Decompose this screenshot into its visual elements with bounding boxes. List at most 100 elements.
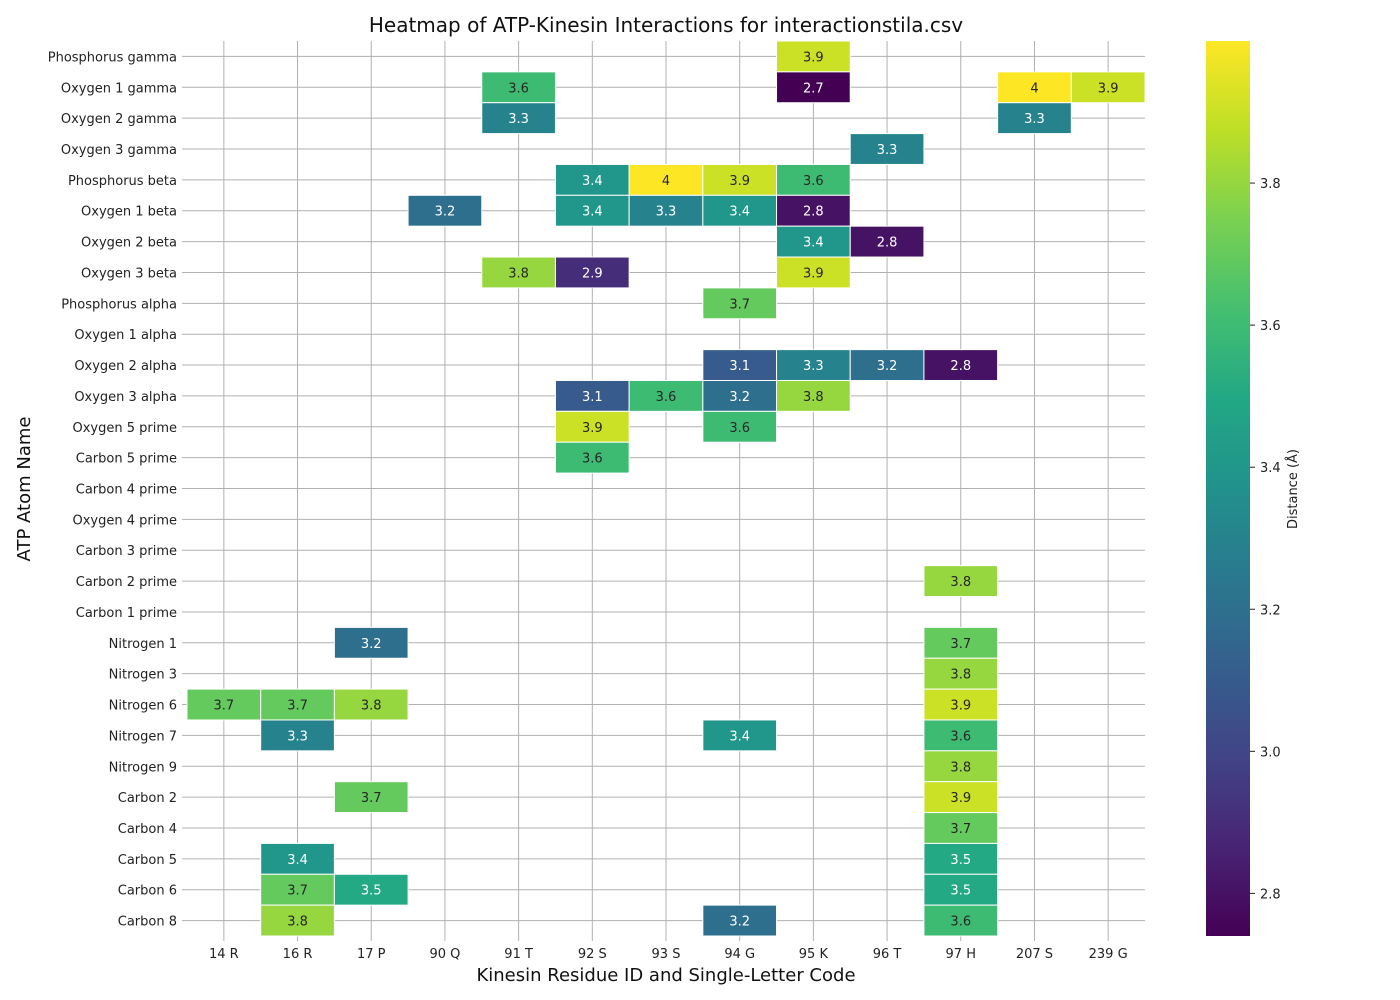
heatmap-cell: 3.9 [923,688,999,721]
cell-rect [554,256,630,289]
cell-rect [923,688,999,721]
cell-value-label: 3.5 [950,853,971,868]
heatmap-cell: 3.4 [776,225,851,258]
cell-value-label: 3.3 [1024,112,1045,127]
cell-value-label: 3.3 [803,359,824,374]
cell-value-label: 3.1 [729,359,750,374]
heatmap-cell: 2.8 [776,194,851,227]
cell-rect [923,904,999,937]
cell-value-label: 3.8 [287,915,308,930]
cell-value-label: 3.8 [508,266,529,281]
colorbar-gradient [1206,41,1250,936]
y-tick-label: Nitrogen 7 [109,729,177,744]
y-tick-label: Oxygen 5 prime [72,421,177,436]
heatmap-cell: 3.9 [702,163,778,196]
heatmap-cell: 3.4 [702,194,778,227]
colorbar-tick-label: 3.4 [1260,461,1281,476]
heatmap-cell: 3.7 [923,626,999,659]
cell-rect [407,194,483,227]
cell-value-label: 3.3 [656,205,677,220]
heatmap-cell: 3.7 [260,873,335,906]
y-tick-label: Nitrogen 6 [109,699,177,714]
cell-value-label: 3.7 [950,637,971,652]
heatmap-cell: 3.4 [702,719,778,752]
cell-value-label: 3.2 [729,915,750,930]
cell-value-label: 3.2 [877,359,898,374]
x-tick-label: 16 R [283,947,313,962]
heatmap-cell: 3.6 [923,904,999,937]
heatmap-cell: 3.2 [849,349,925,381]
y-tick-label: Oxygen 2 alpha [74,359,177,374]
y-tick-label: Carbon 2 prime [76,575,177,590]
heatmap-cell: 3.6 [481,71,556,104]
cell-value-label: 3.7 [950,822,971,837]
heatmap-cell: 3.6 [554,441,630,474]
heatmap-cell: 3.5 [923,873,999,906]
heatmap-cell: 3.3 [481,102,556,135]
cell-rect [923,626,999,659]
colorbar-tick-label: 3.6 [1260,319,1281,334]
cell-value-label: 3.9 [950,791,971,806]
cell-value-label: 3.8 [950,668,971,683]
heatmap-cell: 2.7 [776,71,851,104]
x-tick-label: 94 G [724,947,755,962]
y-tick-label: Phosphorus alpha [61,297,177,312]
cell-rect [260,719,335,752]
cell-value-label: 2.9 [582,266,603,281]
y-tick-label: Carbon 4 [118,822,177,837]
colorbar-label: Distance (Å) [1285,449,1301,529]
y-tick-label: Carbon 5 prime [76,452,177,467]
heatmap-cell: 3.6 [776,163,851,196]
cell-value-label: 3.2 [361,637,382,652]
heatmap-cell: 3.4 [554,163,630,196]
heatmap-cell: 3.7 [333,781,409,814]
cell-rect [776,194,851,227]
x-tick-label: 239 G [1089,947,1128,962]
y-axis-label: ATP Atom Name [14,417,35,562]
cell-value-label: 3.9 [803,266,824,281]
x-tick-label: 95 K [799,947,829,962]
y-tick-label: Oxygen 1 beta [81,205,177,220]
cell-rect [554,194,630,227]
y-tick-label: Nitrogen 3 [109,668,177,683]
heatmap-cells: 3.9 3.6 2.7 4 3.9 3.3 3.3 3.3 3.4 4 3.9 3.6 3.2 3.4 3.… [186,40,1146,937]
colorbar-tick-label: 3.2 [1260,603,1281,618]
x-tick-label: 92 S [578,947,607,962]
heatmap-cell: 3.6 [923,719,999,752]
cell-value-label: 3.2 [435,205,456,220]
y-tick-label: Oxygen 3 gamma [61,143,177,158]
cell-value-label: 3.7 [361,791,382,806]
cell-rect [923,565,999,598]
cell-rect [776,379,851,412]
x-tick-labels: 14 R 16 R 17 P 90 Q 91 T 92 S 93 S 94 G 95 K 96 T… [209,947,1128,962]
heatmap-cell: 2.8 [849,225,925,258]
cell-rect [702,904,778,937]
cell-rect [702,287,778,320]
heatmap-cell: 3.9 [554,410,630,443]
y-tick-label: Carbon 3 prime [76,544,177,559]
cell-value-label: 3.4 [582,174,603,189]
x-tick-label: 207 S [1016,947,1053,962]
cell-rect [1070,71,1146,104]
cell-value-label: 3.4 [287,853,308,868]
cell-value-label: 3.4 [729,205,750,220]
cell-value-label: 3.9 [803,50,824,65]
cell-value-label: 3.3 [287,729,308,744]
cell-rect [186,688,262,721]
cell-rect [776,40,851,73]
heatmap-cell: 3.9 [776,40,851,73]
heatmap-cell: 3.7 [702,287,778,320]
heatmap-cell: 3.4 [260,842,335,875]
heatmap-cell: 2.8 [923,349,999,381]
y-tick-label: Oxygen 3 beta [81,266,177,281]
x-tick-label: 17 P [357,947,386,962]
cell-value-label: 3.8 [950,760,971,775]
cell-rect [776,71,851,104]
heatmap-cell: 3.8 [481,256,556,289]
cell-rect [333,626,409,659]
y-tick-label: Carbon 8 [118,915,177,930]
heatmap-cell: 4 [628,163,704,196]
heatmap-cell: 4 [997,71,1072,104]
colorbar: 2.8 3.0 3.2 3.4 3.6 3.8 Distance (Å) [1206,41,1301,936]
